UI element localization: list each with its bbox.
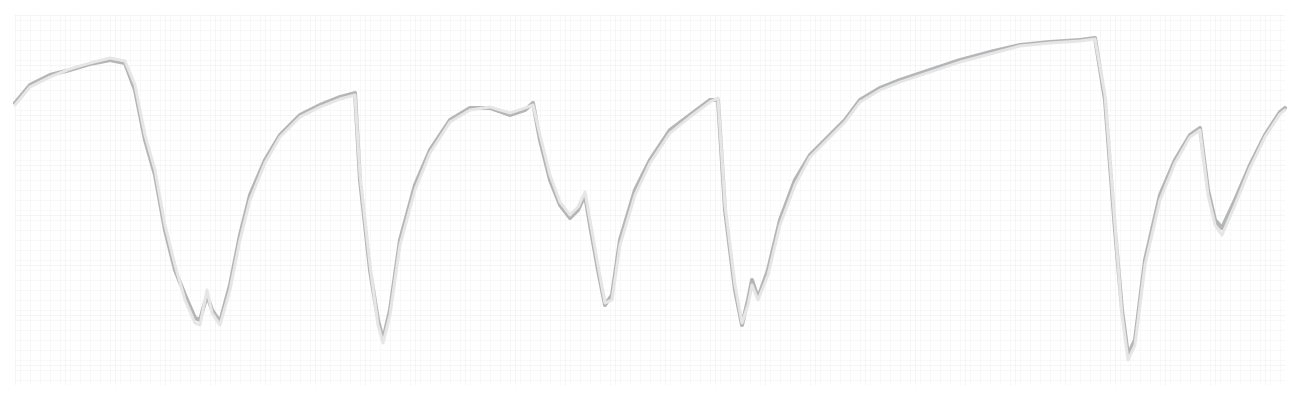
- plot-area: [13, 15, 1287, 385]
- grid: [15, 15, 1285, 385]
- series-line: [13, 37, 1287, 362]
